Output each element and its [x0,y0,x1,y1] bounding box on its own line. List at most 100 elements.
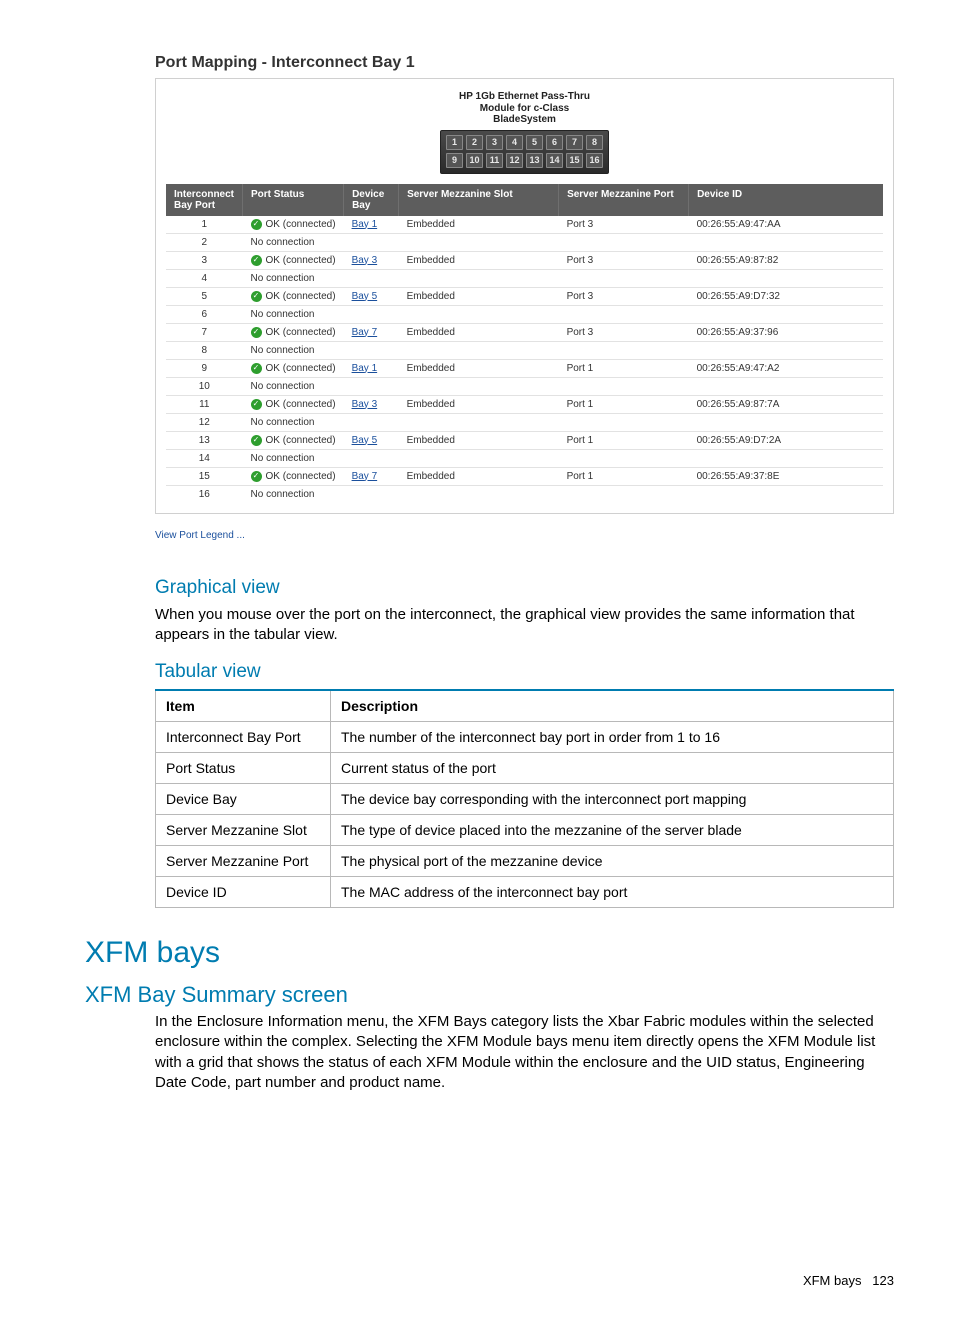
cell-status: No connection [243,449,883,467]
port-cell-3[interactable]: 3 [486,135,503,150]
cell-bay: Bay 7 [344,467,399,485]
cell-status: No connection [243,413,883,431]
pm-col-header: Device Bay [344,184,399,216]
cell-status: No connection [243,305,883,323]
port-cell-13[interactable]: 13 [526,153,543,168]
device-bay-link[interactable]: Bay 1 [352,219,378,230]
cell-device-id: 00:26:55:A9:47:A2 [689,359,883,377]
port-cell-7[interactable]: 7 [566,135,583,150]
port-cell-5[interactable]: 5 [526,135,543,150]
table-row: 7✓OK (connected)Bay 7EmbeddedPort 300:26… [166,323,883,341]
port-module-graphic: 12345678 910111213141516 [440,130,609,174]
cell-status: ✓OK (connected) [243,323,344,341]
ok-icon: ✓ [251,219,262,230]
cell-port: 14 [166,449,243,467]
cell-port: 11 [166,395,243,413]
table-row: 9✓OK (connected)Bay 1EmbeddedPort 100:26… [166,359,883,377]
port-cell-12[interactable]: 12 [506,153,523,168]
device-bay-link[interactable]: Bay 7 [352,327,378,338]
cell-slot: Embedded [399,287,559,305]
ok-icon: ✓ [251,327,262,338]
port-cell-4[interactable]: 4 [506,135,523,150]
page-footer: XFM bays 123 [85,1273,894,1288]
cell-status: ✓OK (connected) [243,395,344,413]
cell-slot: Embedded [399,431,559,449]
cell-bay: Bay 7 [344,323,399,341]
ok-icon: ✓ [251,435,262,446]
port-cell-6[interactable]: 6 [546,135,563,150]
cell-status: ✓OK (connected) [243,287,344,305]
ok-icon: ✓ [251,291,262,302]
pm-col-header: Server Mezzanine Port [559,184,689,216]
device-bay-link[interactable]: Bay 3 [352,399,378,410]
ok-icon: ✓ [251,399,262,410]
cell-port: 7 [166,323,243,341]
table-row: 14No connection [166,449,883,467]
port-cell-9[interactable]: 9 [446,153,463,168]
def-description: Current status of the port [331,753,894,784]
cell-port: 1 [166,216,243,234]
port-cell-1[interactable]: 1 [446,135,463,150]
port-mapping-panel: HP 1Gb Ethernet Pass-Thru Module for c-C… [155,78,894,514]
port-cell-8[interactable]: 8 [586,135,603,150]
cell-status: ✓OK (connected) [243,431,344,449]
def-description: The physical port of the mezzanine devic… [331,846,894,877]
cell-mezz-port: Port 1 [559,431,689,449]
pm-col-header: Port Status [243,184,344,216]
tabular-view-heading: Tabular view [155,661,894,683]
port-cell-15[interactable]: 15 [566,153,583,168]
cell-slot: Embedded [399,216,559,234]
xfm-bays-heading: XFM bays [85,936,894,970]
cell-device-id: 00:26:55:A9:D7:2A [689,431,883,449]
device-bay-link[interactable]: Bay 7 [352,471,378,482]
cell-mezz-port: Port 3 [559,216,689,234]
table-row: 6No connection [166,305,883,323]
table-row: 11✓OK (connected)Bay 3EmbeddedPort 100:2… [166,395,883,413]
cell-port: 2 [166,233,243,251]
cell-port: 6 [166,305,243,323]
port-cell-14[interactable]: 14 [546,153,563,168]
tabular-view-table: Item Description Interconnect Bay PortTh… [155,689,894,908]
cell-port: 9 [166,359,243,377]
device-bay-link[interactable]: Bay 5 [352,291,378,302]
port-cell-16[interactable]: 16 [586,153,603,168]
cell-device-id: 00:26:55:A9:37:96 [689,323,883,341]
table-row: 2No connection [166,233,883,251]
device-bay-link[interactable]: Bay 3 [352,255,378,266]
cell-mezz-port: Port 1 [559,467,689,485]
port-mapping-table: InterconnectBay PortPort StatusDevice Ba… [166,184,883,503]
def-description: The device bay corresponding with the in… [331,784,894,815]
port-cell-10[interactable]: 10 [466,153,483,168]
def-header-desc: Description [331,690,894,722]
cell-bay: Bay 3 [344,251,399,269]
cell-slot: Embedded [399,395,559,413]
def-item: Device Bay [156,784,331,815]
def-item: Port Status [156,753,331,784]
table-row: Server Mezzanine SlotThe type of device … [156,815,894,846]
graphical-view-body: When you mouse over the port on the inte… [155,605,894,646]
cell-port: 3 [166,251,243,269]
cell-port: 15 [166,467,243,485]
cell-device-id: 00:26:55:A9:37:8E [689,467,883,485]
def-item: Device ID [156,877,331,908]
cell-device-id: 00:26:55:A9:47:AA [689,216,883,234]
port-cell-11[interactable]: 11 [486,153,503,168]
def-description: The type of device placed into the mezza… [331,815,894,846]
cell-status: No connection [243,341,883,359]
def-header-item: Item [156,690,331,722]
table-row: 3✓OK (connected)Bay 3EmbeddedPort 300:26… [166,251,883,269]
cell-slot: Embedded [399,359,559,377]
table-row: 4No connection [166,269,883,287]
cell-port: 16 [166,485,243,503]
device-bay-link[interactable]: Bay 5 [352,435,378,446]
cell-bay: Bay 3 [344,395,399,413]
table-row: Interconnect Bay PortThe number of the i… [156,722,894,753]
cell-status: ✓OK (connected) [243,216,344,234]
cell-port: 4 [166,269,243,287]
cell-port: 8 [166,341,243,359]
cell-status: ✓OK (connected) [243,251,344,269]
port-cell-2[interactable]: 2 [466,135,483,150]
view-port-legend-link[interactable]: View Port Legend ... [155,520,894,561]
cell-port: 13 [166,431,243,449]
device-bay-link[interactable]: Bay 1 [352,363,378,374]
